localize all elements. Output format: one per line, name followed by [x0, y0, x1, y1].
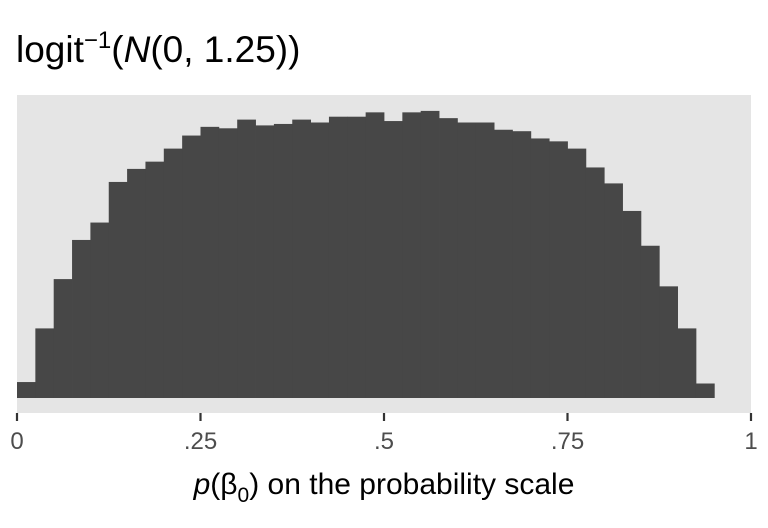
xlabel-open: ( [210, 468, 220, 501]
histogram-bar [530, 138, 550, 398]
histogram-bar [677, 328, 697, 398]
x-tick-label: .25 [184, 428, 217, 455]
histogram-bar [475, 122, 495, 398]
x-tick-label: .75 [551, 428, 584, 455]
x-tick-label: .5 [374, 428, 394, 455]
histogram-bar [273, 123, 293, 398]
histogram-bar [108, 181, 128, 398]
histogram-bar [640, 245, 660, 398]
xlabel-close: ) [249, 468, 259, 501]
xlabel-var: p [193, 468, 211, 501]
title-close-paren: ) [288, 29, 300, 70]
histogram-bar [17, 382, 36, 398]
histogram-bar [585, 167, 605, 398]
title-superscript: −1 [84, 27, 111, 54]
title-logit: logit [16, 29, 85, 70]
histogram-bar [182, 135, 201, 399]
histogram-bar [347, 116, 367, 398]
title-func: N [124, 29, 151, 70]
histogram-bar [567, 148, 587, 398]
histogram-bar [695, 383, 715, 398]
chart-title: logit−1(N(0, 1.25)) [16, 27, 300, 70]
histogram-bar [127, 168, 146, 398]
histogram-bar [402, 112, 422, 398]
histogram-bar [237, 119, 256, 398]
histogram-bar [200, 126, 220, 398]
histogram-bar [163, 148, 183, 398]
histogram-bar [218, 128, 238, 399]
histogram-bars [17, 110, 715, 399]
histogram-bar [494, 129, 513, 398]
histogram-bar [420, 110, 440, 399]
histogram-bar [457, 122, 477, 398]
histogram-bar [292, 119, 311, 398]
x-axis-title: p(β0) on the probability scale [193, 468, 575, 507]
histogram-bar [255, 125, 275, 399]
histogram-bar [659, 286, 678, 398]
histogram-bar [604, 183, 623, 398]
histogram-bar [622, 210, 642, 398]
histogram-bar [384, 121, 403, 399]
xlabel-sub: 0 [238, 484, 250, 507]
title-args: (0, 1.25) [150, 29, 288, 70]
histogram-bar [310, 122, 330, 398]
histogram-bar [365, 112, 385, 398]
title-open-paren: ( [111, 29, 124, 70]
x-axis-ticks: 0 .25 .5 .75 1 [10, 413, 758, 455]
histogram-bar [328, 116, 348, 398]
histogram-bar [439, 118, 458, 399]
histogram-bar [53, 279, 73, 398]
histogram-bar [35, 328, 55, 398]
x-tick-label: 0 [10, 428, 23, 455]
histogram-bar [512, 131, 532, 398]
histogram-bar [549, 141, 568, 398]
histogram-bar [145, 161, 165, 398]
xlabel-rest: on the probability scale [259, 468, 574, 501]
x-tick-label: 1 [744, 428, 757, 455]
histogram-bar [72, 239, 91, 398]
xlabel-beta: β [220, 468, 237, 501]
histogram-bar [90, 222, 110, 398]
